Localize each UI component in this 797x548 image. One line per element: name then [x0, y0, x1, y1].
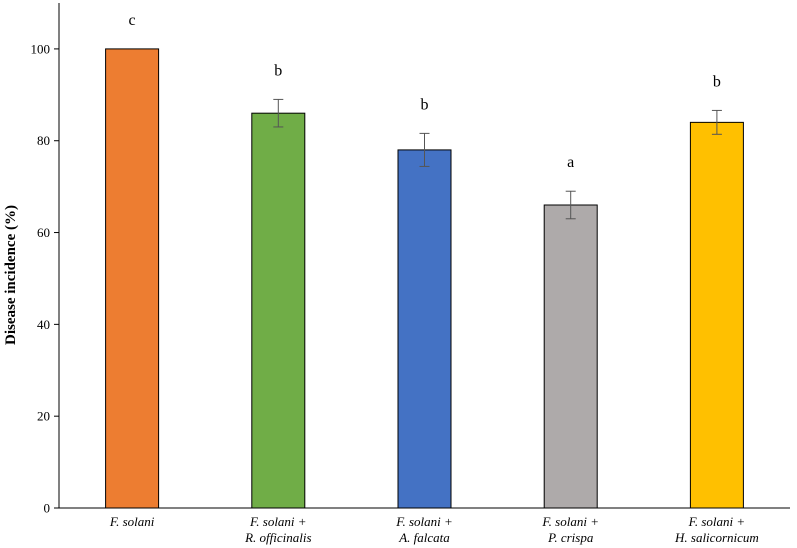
- bars: [105, 48, 744, 509]
- y-tick-label: 60: [37, 225, 50, 240]
- significance-label: b: [274, 62, 282, 79]
- y-tick-label: 40: [37, 317, 50, 332]
- error-bar: [711, 109, 722, 135]
- category-label: F. solani + H. salicornicum: [674, 514, 759, 545]
- error-bar: [273, 98, 284, 128]
- significance-label: a: [567, 154, 574, 171]
- y-tick-label: 20: [37, 409, 50, 424]
- bar: [543, 204, 598, 509]
- significance-label: b: [713, 73, 721, 90]
- y-axis-title: Disease incidence (%): [3, 205, 19, 345]
- bar: [397, 149, 452, 509]
- y-tick-label: 0: [44, 501, 51, 516]
- axes: 0 20 40 60 80 100: [31, 3, 790, 516]
- bar: [689, 121, 744, 509]
- bar: [105, 48, 160, 509]
- labels: c F. solani b F. solani + R. officinalis b F. …: [109, 12, 759, 545]
- error-bar: [419, 132, 430, 167]
- y-tick-label: 100: [31, 41, 51, 56]
- error-bar: [565, 190, 576, 220]
- significance-label: b: [421, 96, 429, 113]
- category-label: F. solani + P. crispa: [541, 514, 599, 545]
- significance-label: c: [129, 12, 136, 29]
- category-label: F. solani + R. officinalis: [244, 514, 311, 545]
- y-tick-label: 80: [37, 133, 50, 148]
- bar: [251, 112, 306, 509]
- category-label: F. solani: [109, 514, 155, 529]
- category-label: F. solani + A. falcata: [395, 514, 453, 545]
